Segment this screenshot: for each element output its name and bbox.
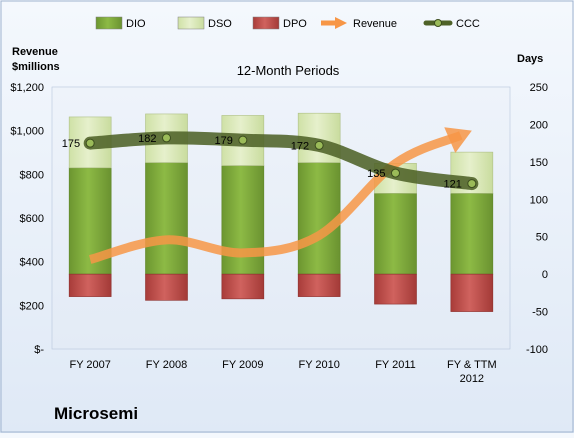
left-axis-title-line1: Revenue	[12, 46, 58, 58]
dio-bar	[297, 162, 341, 275]
left-tick-label: $-	[34, 344, 44, 356]
ccc-point	[162, 133, 171, 143]
right-tick-label: 200	[530, 119, 548, 131]
ccc-data-label: 121	[443, 179, 461, 191]
x-tick-label: FY 2007	[69, 359, 110, 371]
x-tick-label: FY 2011	[375, 359, 416, 371]
revenue-arrowhead	[444, 127, 472, 153]
dio-bar	[145, 162, 188, 275]
ccc-data-label: 175	[62, 138, 80, 150]
left-tick-label: $600	[20, 213, 44, 225]
legend-swatch	[95, 16, 123, 30]
chart-title: 12-Month Periods	[237, 63, 340, 78]
dio-bar	[221, 165, 265, 275]
left-tick-label: $1,200	[10, 82, 44, 94]
legend-swatch	[177, 16, 205, 30]
right-axis-title: Days	[517, 53, 543, 65]
legend-label: DIO	[126, 18, 146, 30]
legend: DIO DSO DPO Revenue CCC	[95, 16, 480, 30]
ccc-point	[238, 135, 248, 145]
left-tick-label: $1,000	[10, 126, 44, 138]
left-tick-label: $200	[20, 300, 44, 312]
x-tick-label: FY & TTM 2012	[447, 359, 497, 385]
legend-arrowhead	[335, 17, 347, 29]
x-tick-label: FY 2009	[222, 359, 263, 371]
ccc-data-label: 135	[367, 168, 385, 180]
left-tick-label: $400	[20, 257, 44, 269]
legend-label: DSO	[208, 18, 232, 30]
dpo-bar	[68, 273, 112, 297]
company-name: Microsemi	[54, 404, 139, 423]
x-tick-label: FY 2008	[146, 359, 187, 371]
right-tick-label: 0	[542, 269, 548, 281]
right-tick-label: 150	[530, 157, 548, 169]
right-axis-ticks: -100 -50 0 50 100 150 200 250	[526, 82, 548, 356]
x-tick-label: FY 2010	[298, 359, 339, 371]
lines: 175 182 179 172 135 121	[62, 127, 479, 264]
dpo-bar	[297, 273, 341, 297]
right-tick-label: -50	[532, 307, 548, 319]
ccc-line	[83, 131, 479, 191]
legend-label: CCC	[456, 18, 480, 30]
ccc-data-label: 179	[214, 135, 232, 147]
dpo-bar	[450, 273, 494, 312]
ccc-point	[467, 179, 477, 189]
right-tick-label: 100	[530, 194, 548, 206]
right-tick-label: -100	[526, 344, 548, 356]
ccc-point	[314, 140, 324, 150]
dpo-bar	[145, 273, 188, 301]
left-axis-title-line2: $millions	[12, 61, 60, 73]
right-tick-label: 50	[536, 232, 548, 244]
ccc-point	[391, 168, 400, 178]
dio-bar	[374, 192, 417, 275]
left-axis-ticks: $- $200 $400 $600 $800 $1,000 $1,200	[10, 82, 44, 356]
revenue-line	[88, 131, 463, 264]
ccc-data-label: 172	[291, 140, 309, 152]
left-tick-label: $800	[20, 169, 44, 181]
dpo-bar	[221, 273, 265, 300]
ccc-data-label: 182	[138, 133, 156, 145]
x-axis-ticks: FY 2007 FY 2008 FY 2009 FY 2010 FY 2011 FY & …	[69, 359, 496, 385]
legend-swatch	[252, 16, 280, 30]
dio-bar	[450, 192, 494, 275]
ccc-point	[85, 138, 95, 148]
right-tick-label: 250	[530, 82, 548, 94]
legend-label: DPO	[283, 18, 307, 30]
legend-marker	[434, 19, 442, 27]
dpo-bar	[374, 273, 417, 305]
legend-label: Revenue	[353, 18, 397, 30]
plot-area	[51, 86, 511, 350]
